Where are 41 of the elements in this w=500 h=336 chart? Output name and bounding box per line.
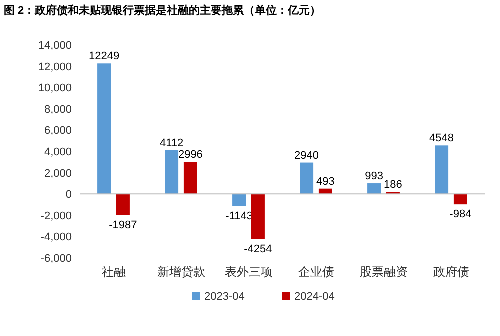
x-tick-label: 企业债 (298, 265, 334, 279)
y-tick-label: 6,000 (44, 125, 72, 138)
data-label: -4254 (244, 243, 272, 256)
y-tick-label: 12,000 (38, 61, 72, 74)
legend-label: 2023-04 (204, 291, 245, 303)
x-tick-label: 表外三项 (224, 265, 273, 279)
data-label: -1987 (109, 219, 138, 232)
data-label: -984 (450, 208, 472, 221)
data-label: 493 (316, 176, 335, 188)
data-label: 2940 (294, 150, 320, 162)
x-tick-label: 股票融资 (360, 265, 408, 279)
bar (116, 194, 130, 216)
bar (184, 162, 198, 194)
y-tick-label: 0 (66, 189, 72, 202)
bar (300, 162, 314, 194)
x-tick-label: 政府债 (433, 265, 470, 279)
y-tick-label: 8,000 (44, 104, 72, 116)
bar (98, 64, 112, 194)
y-tick-label: -2,000 (40, 210, 72, 222)
data-label: 4548 (430, 132, 454, 145)
y-tick-label: 4,000 (44, 146, 72, 158)
bar (251, 194, 265, 240)
bar (435, 146, 449, 194)
bar (454, 194, 468, 205)
y-tick-label: -4,000 (40, 232, 72, 244)
legend-label: 2024-04 (294, 291, 335, 303)
bar (368, 184, 382, 194)
bar (165, 150, 179, 194)
y-tick-label: -6,000 (40, 253, 72, 265)
data-label: 4112 (160, 137, 184, 150)
data-label: 186 (384, 179, 402, 192)
y-tick-label: 14,000 (38, 40, 72, 52)
y-tick-label: 10,000 (38, 82, 72, 95)
x-tick-label: 新增贷款 (157, 265, 206, 279)
bar (232, 194, 246, 206)
y-tick-label: 2,000 (44, 168, 72, 180)
chart-title: 图 2：政府债和未贴现银行票据是社融的主要拖累（单位：亿元） (4, 4, 322, 17)
data-label: 993 (365, 170, 384, 183)
data-label: 12249 (89, 50, 120, 63)
data-label: 2996 (178, 149, 203, 162)
x-tick-label: 社融 (102, 265, 126, 279)
